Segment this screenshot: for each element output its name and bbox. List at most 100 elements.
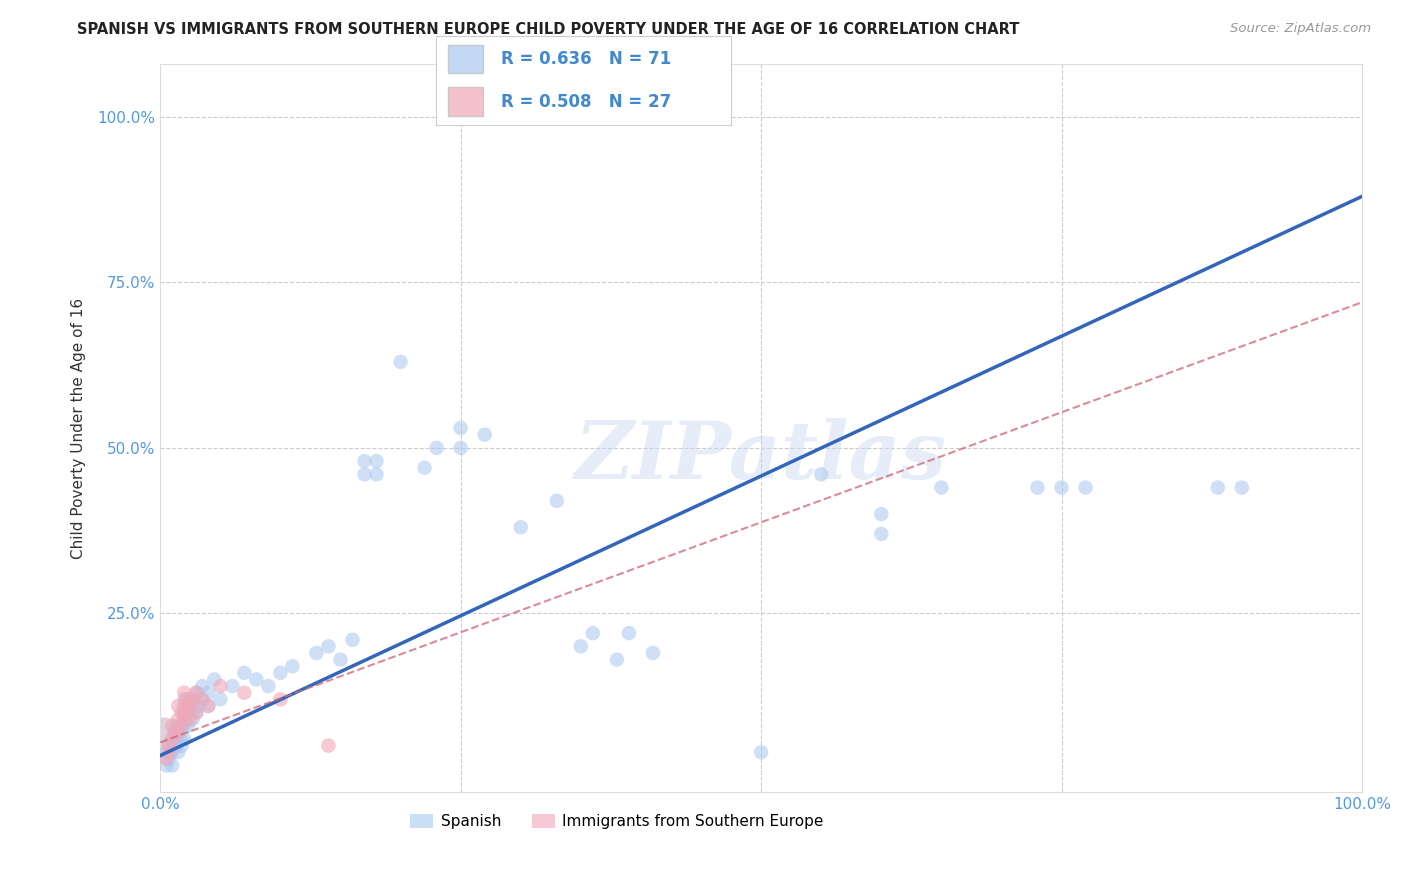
Point <box>186 686 208 700</box>
Point <box>153 729 176 743</box>
Point <box>170 739 193 753</box>
Point <box>450 441 472 455</box>
Point <box>179 692 201 706</box>
Point <box>209 679 232 693</box>
Point <box>202 673 225 687</box>
Text: R = 0.508   N = 27: R = 0.508 N = 27 <box>501 93 671 111</box>
Point <box>191 692 214 706</box>
Point <box>173 692 195 706</box>
Point <box>186 706 208 720</box>
Point <box>160 758 183 772</box>
Point <box>191 679 214 693</box>
Point <box>870 507 893 521</box>
Point <box>546 493 568 508</box>
Point <box>606 652 628 666</box>
Point <box>157 752 180 766</box>
Point <box>413 460 436 475</box>
Point <box>366 467 388 482</box>
Point <box>617 626 640 640</box>
Point <box>173 712 195 726</box>
Point <box>353 454 375 468</box>
Point <box>167 725 190 739</box>
Point <box>169 731 191 746</box>
Point <box>257 679 280 693</box>
Text: R = 0.636   N = 71: R = 0.636 N = 71 <box>501 50 671 68</box>
Y-axis label: Child Poverty Under the Age of 16: Child Poverty Under the Age of 16 <box>72 297 86 558</box>
Point <box>426 441 449 455</box>
Point <box>1074 481 1097 495</box>
Point <box>186 706 208 720</box>
Point <box>870 527 893 541</box>
Point <box>183 692 205 706</box>
Point <box>197 698 219 713</box>
Point <box>160 719 183 733</box>
Text: ZIPatlas: ZIPatlas <box>575 418 948 496</box>
Point <box>160 731 183 746</box>
Point <box>450 421 472 435</box>
Point <box>159 745 181 759</box>
Point <box>318 739 340 753</box>
Point <box>641 646 664 660</box>
Point <box>221 679 243 693</box>
FancyBboxPatch shape <box>447 45 484 73</box>
Point <box>318 640 340 654</box>
Point <box>176 712 198 726</box>
Point <box>179 698 201 713</box>
Point <box>187 698 209 713</box>
Point <box>1050 481 1073 495</box>
Point <box>389 355 412 369</box>
Point <box>176 706 198 720</box>
Point <box>233 665 256 680</box>
Point <box>165 739 187 753</box>
Point <box>197 698 219 713</box>
Point <box>173 719 195 733</box>
Point <box>353 467 375 482</box>
Point <box>329 652 352 666</box>
Point <box>170 719 193 733</box>
Point <box>342 632 364 647</box>
Point <box>1206 481 1229 495</box>
Point <box>167 745 190 759</box>
Point <box>173 686 195 700</box>
Point <box>167 698 190 713</box>
Point <box>810 467 832 482</box>
Point <box>153 731 176 746</box>
Point <box>167 725 190 739</box>
Point <box>1230 481 1253 495</box>
Point <box>749 745 772 759</box>
Point <box>179 712 201 726</box>
Point <box>209 692 232 706</box>
FancyBboxPatch shape <box>447 87 484 116</box>
Point <box>191 692 214 706</box>
Point <box>173 698 195 713</box>
Point <box>931 481 953 495</box>
Legend: Spanish, Immigrants from Southern Europe: Spanish, Immigrants from Southern Europe <box>404 808 830 835</box>
Point <box>269 665 291 680</box>
Point <box>1026 481 1049 495</box>
Point <box>155 752 177 766</box>
Point <box>179 706 201 720</box>
Point <box>269 692 291 706</box>
Point <box>173 706 195 720</box>
Text: Source: ZipAtlas.com: Source: ZipAtlas.com <box>1230 22 1371 36</box>
Point <box>569 640 592 654</box>
Point <box>173 731 195 746</box>
Point <box>186 686 208 700</box>
Point <box>176 692 198 706</box>
Point <box>163 725 186 739</box>
Point <box>157 739 180 753</box>
Point <box>181 712 204 726</box>
Point <box>474 427 496 442</box>
Point <box>167 719 190 733</box>
Point <box>170 706 193 720</box>
Point <box>233 686 256 700</box>
Point <box>509 520 531 534</box>
Point <box>155 745 177 759</box>
Point <box>176 698 198 713</box>
Point <box>155 758 177 772</box>
Point <box>245 673 267 687</box>
Point <box>305 646 328 660</box>
Point <box>167 712 190 726</box>
Point <box>163 725 186 739</box>
Point <box>160 745 183 759</box>
